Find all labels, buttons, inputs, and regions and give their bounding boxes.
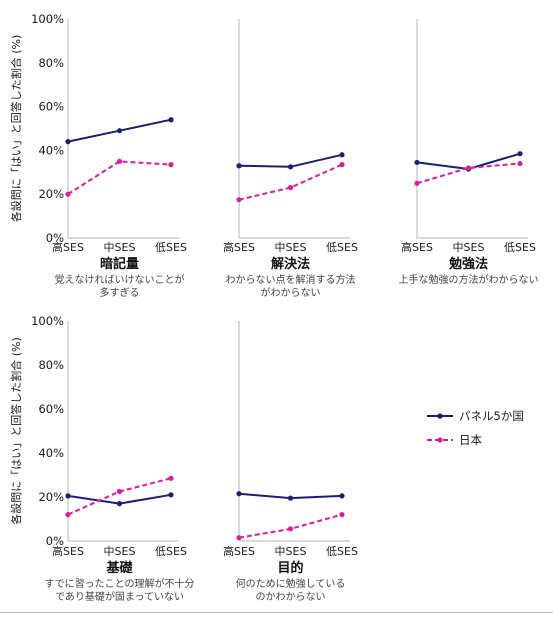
panel-5-subtitle-line: 何のために勉強している [236,577,346,590]
panel-4-y-tick-label: 60% [38,402,64,416]
panel-2-x-tick-label: 高SES [223,240,255,254]
panel-2-title: 解決法 [270,256,310,272]
panel-1-series-panel5-point [168,117,174,123]
panel-3-title: 勉強法 [448,256,488,272]
panel-4-y-tick-label: 100% [31,314,64,328]
legend-label-japan: 日本 [459,433,482,447]
panel-2-subtitle-line: わからない点を解消する方法 [226,273,356,286]
panel-5-series-panel5-point [287,495,294,501]
panel-3-series-japan-point [517,160,523,167]
panel-1-series-japan-point [116,158,123,164]
panel-1-series-japan-point [65,191,71,197]
panel-1-y-tick-label: 0% [46,231,64,245]
panel-3-x-tick-label: 低SES [504,241,536,254]
panel-4-y-tick-label: 20% [38,490,64,504]
panel-2-series-panel5-point [339,152,345,158]
panel-5-series-japan-line [238,513,343,539]
panel-1-title: 暗記量 [100,256,139,272]
panel-1-series-panel5-point [116,128,123,134]
bottom-divider [0,612,553,613]
panel-5-subtitle-line: のかわからない [256,591,326,603]
panel-5-series-japan-point [287,526,294,532]
panel-5-title: 目的 [277,560,303,576]
legend-label-panel5: パネル5か国 [459,409,524,423]
panel-4-y-tick-label: 40% [38,446,64,460]
panel-1-subtitle-line: 覚えなければいけないことが [55,273,185,286]
panel-3-series-panel5-point [517,151,523,157]
panel-1-y-tick-label: 20% [38,187,64,201]
panel-5-x-tick-label: 低SES [326,545,358,558]
panel-3-x-tick-label: 中SES [453,241,485,254]
panel-3-series-panel5-point [414,159,420,166]
panel-2-x-tick-label: 低SES [326,241,358,254]
panel-4-series-panel5-point [65,493,71,499]
panel-1-series-japan-line [67,160,172,196]
panel-2-x-tick-label: 中SES [275,241,307,254]
panel-4-series-panel5-point [168,492,174,498]
panel-5-x-tick-label: 高SES [223,544,255,558]
panel-1-subtitle-line: 多すぎる [100,286,140,299]
panel-1-y-tick-label: 60% [38,100,64,114]
panel-5-x-tick-label: 中SES [275,545,307,558]
panel-1-y-tick-label: 40% [38,143,64,157]
panel-2-series-japan-point [287,185,294,191]
panel-2-series-panel5-point [287,164,294,170]
panel-3-series-japan-point [414,180,420,186]
panel-4-y-tick-label: 80% [38,358,64,372]
panel-4-x-tick-label: 低SES [155,545,187,558]
panel-4-subtitle-line: すでに習ったことの理解が不十分 [45,577,195,590]
panel-2-series-japan-point [236,197,242,203]
panel-1-x-tick-label: 中SES [104,241,136,254]
panel-1-x-tick-label: 低SES [155,241,187,254]
panel-3-series-japan-point [465,165,472,171]
panel-2-series-japan-line [238,163,343,201]
panel-4-title: 基礎 [105,560,133,576]
panel-4-series-panel5-point [116,501,123,507]
panel-4-y-axis-label: 各設問に「はい」と回答した割合 (%) [9,337,23,525]
panel-3-subtitle-line: 上手な勉強の方法がわからない [399,273,539,286]
legend-marker-japan [437,437,443,443]
panel-5-series-panel5-point [236,491,242,497]
panel-3-series-japan-line [416,162,521,185]
panel-1-y-axis-label: 各設問に「はい」と回答した割合 (%) [9,35,23,223]
panel-1-y-tick-label: 100% [31,12,64,26]
panel-3-x-tick-label: 高SES [401,240,433,254]
panel-4-x-tick-label: 中SES [104,545,136,558]
panel-4-y-tick-label: 0% [46,534,64,548]
panel-4-x-tick-label: 高SES [52,544,84,558]
panel-4-subtitle-line: であり基礎が固まっていない [55,590,184,603]
panel-2-series-panel5-point [236,163,242,169]
panel-1-series-panel5-point [65,139,71,145]
panel-2-subtitle-line: がわからない [261,286,321,299]
panel-1-y-tick-label: 80% [38,56,64,70]
panel-5-series-japan-point [236,535,242,541]
panel-5-series-japan-point [339,511,345,518]
legend-marker-panel5 [437,413,443,419]
panel-4-series-japan-point [65,511,71,518]
panel-4-series-japan-point [116,488,123,495]
panel-4-series-japan-point [168,475,174,481]
panel-2-series-japan-point [339,162,345,168]
panel-1-x-tick-label: 高SES [52,240,84,254]
panel-5-series-panel5-point [339,493,345,499]
panel-1-series-japan-point [168,162,174,168]
